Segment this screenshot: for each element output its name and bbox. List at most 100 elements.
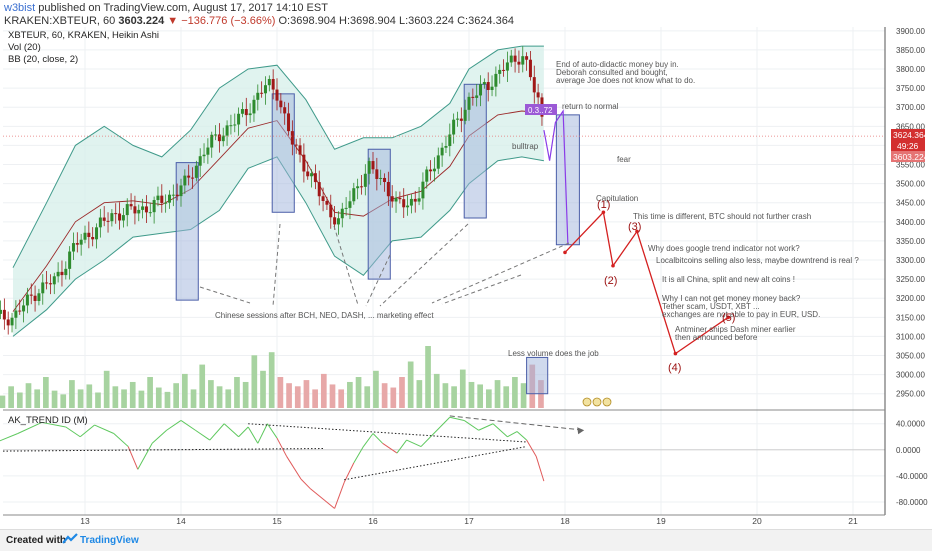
candle-body [202, 154, 206, 157]
candle-body [505, 62, 509, 71]
indicator-segment [478, 423, 494, 431]
note-end-2: Deborah consulted and bought, [556, 68, 668, 77]
candle-body [244, 109, 248, 116]
volume-bar [520, 383, 527, 408]
ohlc-values: O:3698.904 H:3698.904 L:3603.224 C:3624.… [278, 15, 514, 27]
time-tick-label: 20 [752, 516, 762, 526]
candle-body [417, 198, 421, 202]
dashed-arrow [199, 286, 251, 304]
event-icons[interactable] [582, 397, 612, 407]
volume-bar [199, 364, 206, 408]
event-flag-icon[interactable] [592, 397, 602, 407]
candle-body [179, 185, 183, 197]
volume-bar [208, 380, 214, 408]
candle-body [79, 239, 83, 245]
volume-bar [312, 389, 318, 408]
indicator-segment [406, 439, 422, 448]
indicator-segment [65, 426, 81, 438]
price-tick-label: 3700.00 [896, 103, 925, 112]
candle-body [214, 134, 218, 136]
note-end-3: average Joe does not know what to do. [556, 76, 695, 85]
candle-body [167, 194, 171, 203]
candle-body [37, 293, 41, 301]
volume-bar [338, 389, 345, 408]
candle-body [10, 317, 14, 326]
indicator-segment [396, 439, 408, 454]
volume-box [526, 356, 549, 395]
time-tick-label: 13 [80, 516, 90, 526]
indicator-segment [276, 437, 288, 457]
volume-bar [60, 394, 67, 408]
tradingview-brand[interactable]: TradingView [80, 535, 139, 546]
plot-background [3, 27, 885, 515]
candle-body [98, 217, 102, 228]
volume-bar [468, 381, 475, 408]
candle-body [133, 206, 137, 214]
candle-body [56, 271, 60, 277]
indicator-segment [238, 426, 249, 438]
candle-body [148, 212, 152, 214]
candle-body [0, 309, 3, 314]
candle-body [490, 86, 494, 90]
candle-body [329, 204, 333, 218]
dashed-arrow [431, 242, 570, 304]
price-tick-label: 3800.00 [896, 65, 925, 74]
candle-body [18, 310, 22, 312]
volume-bar [260, 370, 266, 408]
candle-body [379, 177, 383, 179]
volume-bar [303, 380, 310, 408]
candle-body [114, 213, 118, 215]
candle-body [260, 92, 264, 94]
price-tick-label: 3400.00 [896, 218, 925, 227]
dashed-arrow [379, 223, 469, 307]
indicator-segment [324, 500, 335, 509]
candle-body [290, 131, 294, 145]
volume-bar [155, 387, 162, 408]
candle-body [87, 232, 91, 238]
indicator-segment [79, 424, 95, 438]
arrow-head [577, 427, 585, 435]
candle-body [402, 199, 406, 208]
candle-body [91, 237, 95, 240]
volume-bar [477, 384, 483, 408]
price-chart[interactable]: 2950.00 3000.00 3050.00 3100.00 3150.00 3200.… [0, 26, 932, 529]
volume-bar [234, 377, 240, 408]
candle-body [317, 182, 321, 197]
price-tick-label: 3900.00 [896, 27, 925, 36]
indicator-segment [372, 433, 383, 444]
event-flag-icon[interactable] [582, 397, 592, 407]
candle-body [448, 134, 452, 147]
note-capitulation: Capitulation [596, 194, 638, 203]
volume-bar [329, 384, 336, 408]
candle-body [252, 99, 256, 114]
time-tick-label: 21 [848, 516, 858, 526]
legend-bb: BB (20, close, 2) [8, 54, 78, 65]
candle-body [436, 155, 440, 169]
candle-body [160, 195, 164, 203]
volume-bar [459, 369, 466, 408]
candle-body [183, 175, 187, 186]
volume-bar [103, 370, 110, 408]
candle-body [233, 124, 237, 126]
candle-body [390, 196, 394, 202]
note-fear: fear [617, 155, 631, 164]
volume-bar [442, 383, 449, 408]
candle-body [352, 188, 356, 202]
price-badge [525, 104, 557, 115]
author-name[interactable]: w3bist [4, 2, 36, 14]
volume-bar [425, 346, 431, 408]
candle-body [340, 208, 344, 219]
candle-body [152, 200, 156, 213]
candle-body [298, 145, 302, 155]
price-tick-label: 3850.00 [896, 46, 925, 55]
price-change: ▼ −136.776 (−3.66%) [167, 15, 276, 27]
indicator-segment [449, 416, 465, 421]
event-flag-icon[interactable] [602, 397, 612, 407]
note-this-time: This time is different, BTC should not f… [633, 212, 811, 221]
candle-body [498, 69, 502, 74]
candle-body [217, 134, 221, 142]
indicator-segment [41, 421, 66, 428]
indicator-segment [180, 420, 196, 431]
indicator-segment [507, 431, 518, 438]
candle-body [75, 243, 79, 245]
